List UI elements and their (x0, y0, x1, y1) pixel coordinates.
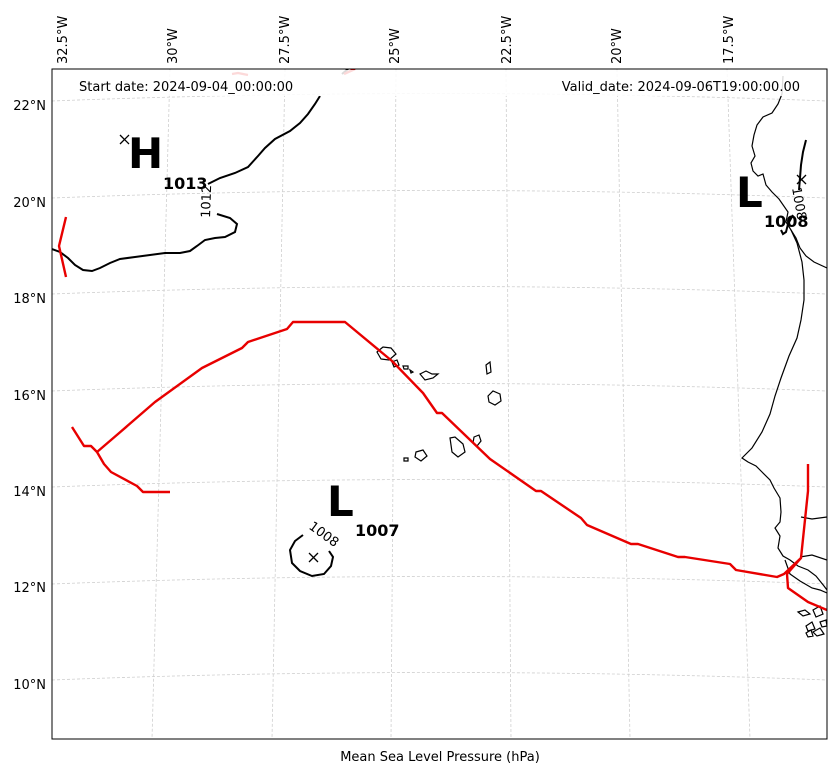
island (805, 629, 814, 638)
meridian-line (726, 69, 751, 739)
contour-label: 1012 (199, 185, 215, 219)
cape-verde-island (449, 436, 466, 458)
low-center-letter: L (327, 477, 354, 526)
africa-coastline (750, 75, 827, 269)
isobar-1008 (780, 214, 794, 236)
lat-label: 20°N (13, 196, 46, 211)
low-center-value: 1007 (355, 521, 400, 540)
low-center-marker (796, 174, 807, 185)
start-date-label: Start date: 2024-09-04_00:00:00 (79, 80, 293, 95)
valid-date-label: Valid_date: 2024-09-06T19:00:00.00 (562, 80, 800, 95)
lat-label: 22°N (13, 99, 46, 114)
map-frame (51, 68, 828, 740)
lat-label: 12°N (13, 581, 46, 596)
parallel-line (52, 576, 827, 585)
high-center-letter: H (128, 129, 163, 178)
cape-verde-island (419, 370, 440, 381)
storm-track (96, 320, 810, 579)
meridian-line (271, 69, 286, 739)
cape-verde-island (408, 368, 415, 374)
cape-verde-island (391, 359, 400, 368)
storm-track (70, 426, 170, 494)
cape-verde-island (403, 457, 409, 462)
isobar-1008 (288, 534, 335, 578)
island (796, 609, 812, 617)
lat-label: 16°N (13, 389, 46, 404)
island (812, 627, 825, 637)
africa-coastline (741, 229, 827, 591)
cape-verde-island (376, 346, 397, 361)
meridian-line (616, 69, 631, 739)
meridian-line (151, 69, 171, 739)
meridian-line (505, 69, 512, 739)
lat-label: 14°N (13, 485, 46, 500)
storm-track (49, 738, 52, 753)
high-center-value: 1013 (163, 174, 208, 193)
lon-label: 22.5°W (500, 16, 515, 64)
parallel-line (52, 672, 827, 681)
island (819, 619, 827, 628)
low-center-letter: L (736, 168, 763, 217)
lat-label: 10°N (13, 678, 46, 693)
cape-verde-island (414, 449, 428, 462)
parallel-line (52, 479, 827, 488)
isobar-1012 (52, 213, 239, 273)
storm-track (785, 557, 827, 612)
contour-label: 1008 (788, 186, 809, 221)
cape-verde-island (485, 360, 492, 375)
cape-verde-island (402, 365, 409, 370)
low-center-value: 1008 (764, 212, 809, 231)
lon-label: 32.5°W (56, 16, 71, 64)
parallel-line (52, 383, 827, 392)
isobar-1012 (207, 95, 321, 185)
parallel-line (52, 190, 827, 199)
lon-label: 17.5°W (722, 16, 737, 64)
africa-coastline (799, 554, 827, 561)
high-center-marker (119, 134, 130, 145)
meridian-line (390, 69, 397, 739)
lon-label: 30°W (166, 28, 181, 64)
africa-coastline (784, 559, 827, 594)
cape-verde-island (487, 390, 502, 406)
lon-label: 27.5°W (278, 16, 293, 64)
lon-label: 20°W (610, 28, 625, 64)
header-backdrop (53, 70, 826, 96)
island (805, 621, 816, 632)
meridian-line (52, 69, 53, 108)
lat-label: 18°N (13, 292, 46, 307)
map-caption: Mean Sea Level Pressure (hPa) (340, 750, 540, 765)
low-center-marker (308, 552, 319, 563)
lon-label: 25°W (388, 28, 403, 64)
storm-track (57, 216, 68, 278)
parallel-line (52, 286, 827, 295)
